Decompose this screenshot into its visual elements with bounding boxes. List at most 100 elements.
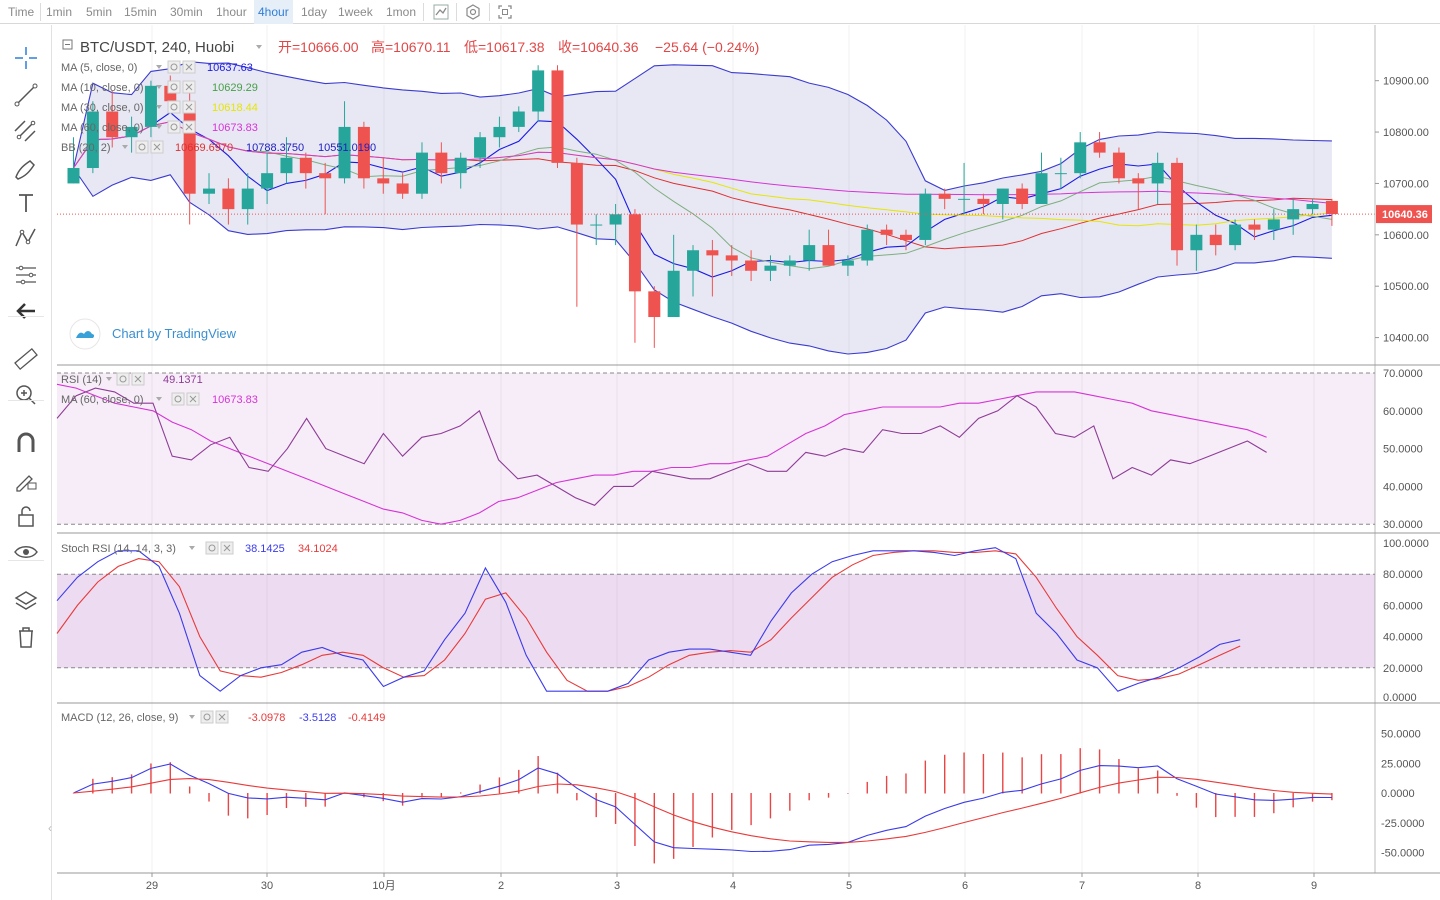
macd-tick-label: -50.0000 [1381, 848, 1424, 860]
crosshair-icon[interactable] [11, 43, 41, 73]
ruler-icon[interactable] [11, 344, 41, 374]
current-price-label: 10640.36 [1382, 209, 1428, 221]
gear-box [200, 710, 214, 724]
candle [706, 239, 719, 297]
rsi-line [56, 387, 1267, 506]
candle [551, 65, 564, 169]
rsi-tick-label: 60.0000 [1383, 406, 1423, 418]
ohlc-high: 高=10670.11 [371, 39, 451, 55]
candle-body [435, 152, 448, 174]
indicator-close-icon [182, 80, 196, 94]
trash-icon[interactable] [11, 622, 41, 652]
bb-legend-label: BB (20, 2) [61, 142, 111, 154]
candle-body [1267, 219, 1280, 230]
pane-bg [57, 533, 1375, 703]
macd-pane: 50.0000 25.0000 0.0000 -25.0000 -50.0000 MACD… [48, 710, 1424, 864]
unlock-icon[interactable] [11, 501, 41, 531]
time-tick-label: 8 [1195, 880, 1201, 892]
trend-line-icon[interactable] [11, 80, 41, 110]
indicator-close-icon [150, 140, 164, 154]
macd-signal-line [73, 776, 1332, 843]
timeframe-5min[interactable]: 5min [86, 5, 113, 19]
forecast-icon[interactable] [11, 260, 41, 290]
candle [938, 188, 951, 210]
candle-body [725, 255, 738, 261]
close-x [185, 63, 193, 71]
back-arrow-icon[interactable] [11, 296, 41, 326]
close-x [153, 143, 161, 151]
price-tick-label: 10800.00 [1383, 127, 1429, 139]
fib-icon[interactable] [11, 117, 41, 147]
candle [745, 250, 758, 282]
candle [648, 286, 661, 348]
candle [1306, 198, 1319, 215]
timeframe-4hour[interactable]: 4hour [254, 0, 293, 24]
timeframe-1week[interactable]: 1week [338, 5, 373, 19]
indicator-settings-icon [167, 80, 181, 94]
indicators-icon[interactable] [462, 3, 484, 21]
candle [783, 255, 796, 276]
eye-icon[interactable] [11, 537, 41, 567]
timeframe-1hour[interactable]: 1hour [216, 5, 247, 19]
timeframe-30min[interactable]: 30min [170, 5, 203, 19]
candle-body [822, 245, 835, 266]
time-tick-label: 2 [498, 880, 504, 892]
legend-dropdown-icon [156, 85, 162, 89]
fullscreen-icon[interactable] [494, 3, 516, 21]
gear-box [205, 541, 219, 555]
candle [725, 245, 738, 276]
tool-divider [8, 560, 44, 561]
candle [570, 157, 583, 307]
ma-legend-value: 10637.63 [207, 62, 253, 74]
candle [357, 121, 370, 189]
chart-type-icon[interactable] [430, 3, 452, 21]
candle-body [1093, 142, 1106, 153]
candle [1132, 173, 1145, 210]
gear-circle [170, 63, 178, 71]
rsi-tick-label: 70.0000 [1383, 368, 1423, 380]
brush-icon[interactable] [11, 153, 41, 183]
candle-body [880, 229, 893, 235]
magnet-icon[interactable] [11, 428, 41, 458]
candle [106, 90, 119, 148]
candle-body [783, 260, 796, 266]
pattern-icon[interactable] [11, 223, 41, 253]
main-pane [67, 61, 1338, 355]
legend-dropdown-icon [156, 105, 162, 109]
rsi-tick-label: 30.0000 [1383, 519, 1423, 531]
candle-body [493, 126, 506, 138]
timeframe-15min[interactable]: 15min [124, 5, 157, 19]
candle [377, 157, 390, 194]
lock-drawing-icon[interactable] [11, 464, 41, 494]
timeframe-Time[interactable]: Time [8, 5, 35, 19]
timeframe-1min[interactable]: 1min [46, 5, 73, 19]
candle-body [1190, 234, 1203, 251]
time-tick-label: 9 [1311, 880, 1317, 892]
layers-icon[interactable] [11, 586, 41, 616]
symbol-dropdown-icon [256, 45, 262, 49]
indicator-settings-icon [167, 100, 181, 114]
indicator-close-icon [182, 60, 196, 74]
macd-tick-label: -25.0000 [1381, 818, 1424, 830]
legend-dropdown-icon [156, 125, 162, 129]
stoch-k-value: 38.1425 [245, 543, 285, 555]
candle [86, 101, 99, 174]
current-price-badge [1376, 205, 1432, 224]
gear-box [167, 60, 181, 74]
timeframe-1mon[interactable]: 1mon [386, 5, 417, 19]
candle-body [512, 111, 525, 127]
candle [1325, 198, 1338, 226]
candle-body [745, 260, 758, 271]
text-icon[interactable] [11, 188, 41, 218]
candle-body [919, 193, 932, 240]
ohlc-close: 收=10640.36 [558, 39, 639, 55]
timeframe-1day[interactable]: 1day [301, 5, 328, 19]
candle-body [125, 126, 138, 138]
candle-body [415, 152, 428, 194]
time-tick-label: 29 [146, 880, 158, 892]
macd-line [73, 763, 1332, 853]
ohlc-change: −25.64 (−0.24%) [655, 39, 759, 55]
stoch-tick-label: 100.0000 [1383, 538, 1429, 550]
candle-body [609, 214, 622, 225]
